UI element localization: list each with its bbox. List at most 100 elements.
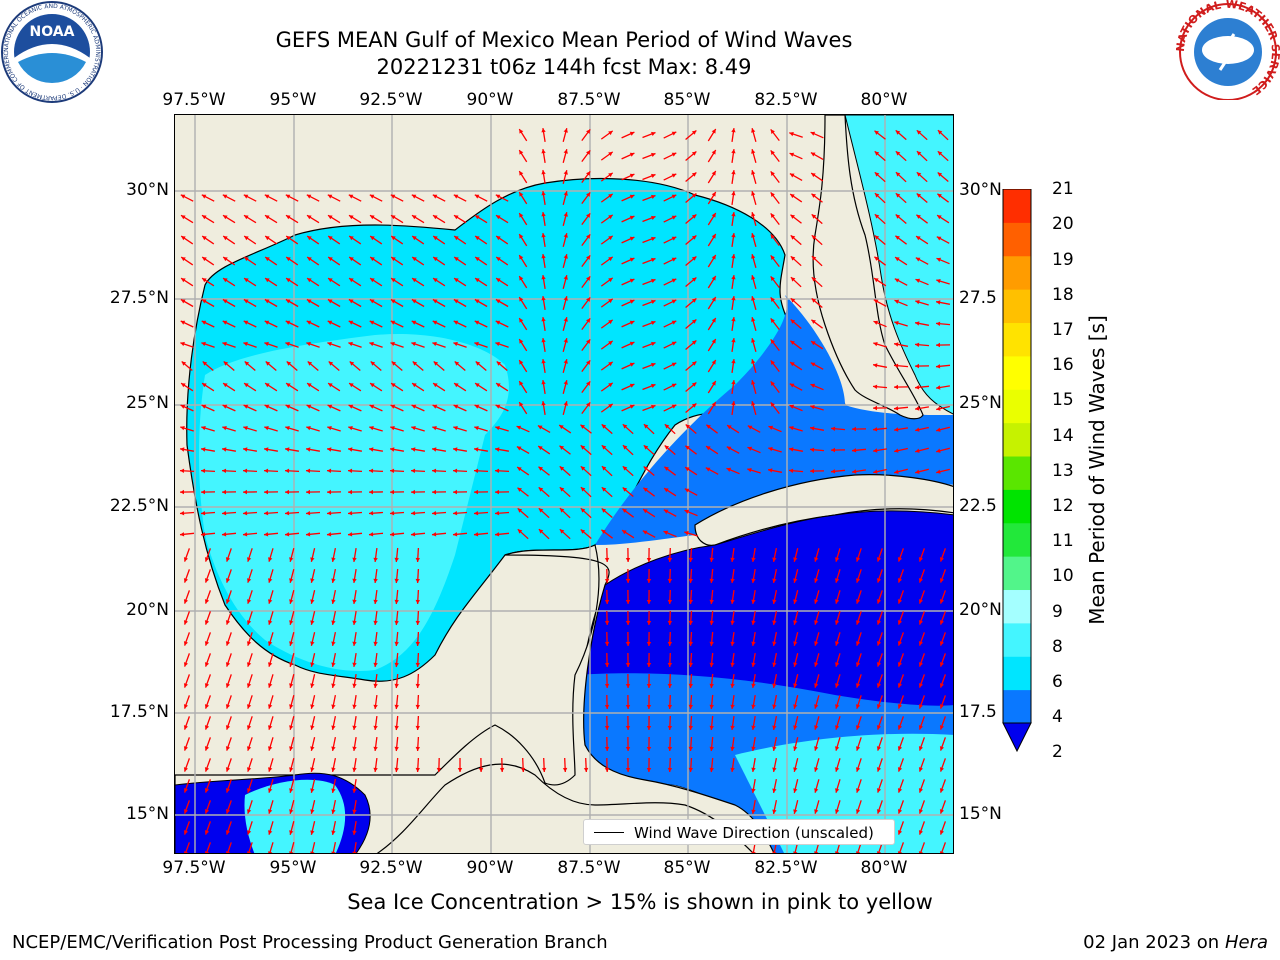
direction-arrowhead [223, 236, 228, 241]
direction-arrowhead [180, 511, 185, 516]
lon-label-bottom: 97.5°W [162, 858, 226, 878]
direction-arrowhead [751, 128, 756, 133]
direction-arrowhead [831, 426, 836, 431]
direction-arrowhead [939, 641, 944, 646]
direction-arrowhead [772, 704, 777, 709]
direction-arrowhead [604, 683, 610, 688]
direction-arrowhead [264, 426, 269, 431]
direction-arrowhead [352, 788, 357, 793]
direction-arrowhead [349, 257, 354, 262]
direction-arrowhead [370, 236, 375, 241]
direction-arrowhead [264, 320, 270, 325]
direction-arrowhead [373, 767, 378, 772]
direction-arrowhead [731, 170, 736, 175]
direction-arrowhead [390, 341, 395, 347]
colorbar-tick: 14 [1052, 426, 1074, 446]
direction-arrowhead [856, 746, 861, 751]
direction-arrowhead [770, 276, 775, 281]
direction-arrowhead [651, 173, 656, 178]
direction-arrowhead [412, 361, 418, 366]
direction-arrowhead [814, 641, 819, 646]
direction-arrowhead [747, 468, 752, 473]
lon-label-top: 95°W [269, 90, 317, 110]
direction-arrowhead [667, 641, 673, 646]
direction-arrowhead [810, 131, 816, 136]
direction-arrowhead [711, 234, 716, 239]
colorbar-segment [1003, 355, 1031, 390]
direction-arrowhead [517, 487, 522, 492]
direction-arrowhead [352, 578, 357, 583]
direction-arrowhead [562, 767, 568, 772]
direction-arrowhead [391, 236, 396, 241]
direction-arrowhead [730, 704, 735, 709]
direction-arrowhead [586, 318, 591, 323]
direction-arrowhead [684, 509, 690, 514]
direction-arrowhead [663, 530, 669, 535]
direction-arrowhead [709, 557, 714, 562]
direction-arrowhead [348, 299, 354, 304]
direction-arrowhead [709, 599, 714, 604]
lat-label-right: 20°N [959, 600, 1002, 620]
direction-arrowhead [894, 384, 898, 390]
direction-arrowhead [814, 746, 819, 751]
direction-arrowhead [180, 194, 186, 199]
direction-arrowhead [790, 298, 796, 303]
direction-arrowhead [625, 621, 631, 625]
direction-arrowhead [391, 361, 397, 366]
direction-arrowhead [453, 320, 459, 325]
direction-arrowhead [835, 809, 840, 814]
direction-arrowhead [474, 447, 479, 452]
direction-arrowhead [306, 341, 311, 347]
direction-arrowhead [608, 235, 613, 241]
direction-arrowhead [751, 149, 756, 154]
direction-arrowhead [939, 746, 944, 751]
direction-arrowhead [751, 662, 756, 667]
direction-arrowhead [730, 578, 735, 583]
direction-arrowhead [181, 236, 186, 241]
direction-arrowhead [643, 445, 649, 450]
direction-arrowhead [559, 508, 565, 513]
direction-arrowhead [457, 768, 463, 772]
direction-arrowhead [243, 447, 248, 452]
direction-arrowhead [629, 152, 635, 157]
direction-arrowhead [411, 404, 417, 409]
direction-arrowhead [202, 383, 207, 388]
direction-arrowhead [517, 529, 523, 534]
direction-arrowhead [496, 215, 501, 220]
direction-arrowhead [541, 212, 546, 217]
direction-arrowhead [264, 404, 270, 409]
direction-arrowhead [671, 194, 677, 199]
direction-arrowhead [432, 341, 437, 347]
direction-arrowhead [814, 557, 819, 562]
direction-arrowhead [622, 487, 628, 492]
direction-arrowhead [559, 487, 565, 492]
direction-arrowhead [433, 383, 438, 388]
direction-arrowhead [201, 341, 206, 347]
colorbar-segment [1003, 222, 1031, 257]
direction-arrowhead [453, 404, 459, 409]
direction-arrowhead [475, 383, 480, 388]
direction-arrowhead [770, 192, 775, 197]
direction-arrowhead [495, 489, 499, 495]
direction-arrowhead [731, 275, 736, 280]
direction-arrowhead [897, 662, 903, 667]
direction-arrowhead [225, 746, 231, 751]
direction-arrowhead [685, 424, 691, 429]
direction-arrowhead [814, 809, 819, 814]
direction-arrowhead [247, 830, 252, 835]
direction-arrowhead [474, 511, 479, 516]
direction-arrowhead [310, 599, 315, 604]
direction-arrowhead [667, 704, 673, 709]
direction-arrowhead [730, 767, 735, 772]
direction-arrowhead [876, 704, 882, 709]
direction-arrowhead [876, 725, 882, 730]
direction-arrowhead [601, 424, 607, 429]
direction-arrowhead [268, 578, 273, 583]
direction-arrowhead [264, 194, 270, 199]
direction-arrowhead [580, 487, 586, 492]
direction-arrowhead [202, 278, 207, 283]
direction-arrowhead [225, 620, 231, 625]
direction-arrowhead [586, 276, 591, 281]
direction-arrowhead [608, 193, 613, 199]
direction-arrowhead [939, 557, 944, 562]
